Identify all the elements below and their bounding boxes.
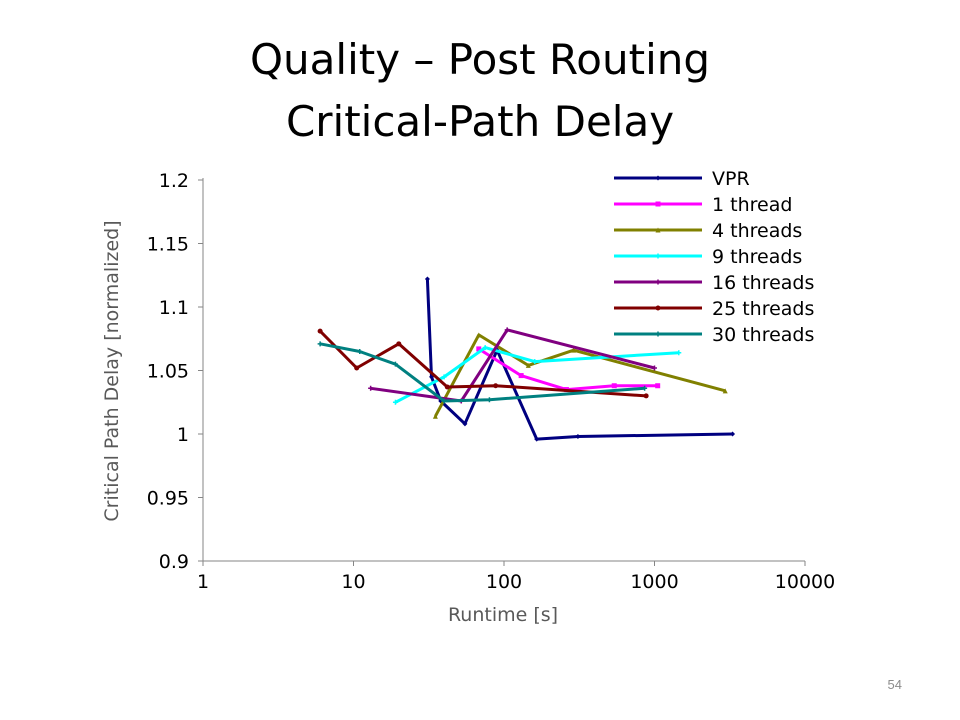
data-point-4-threads [432,413,438,419]
y-tick-label: 1.15 [147,234,189,256]
data-point-9-threads [676,350,682,356]
data-point-30-threads [357,348,363,354]
legend-label-16-threads: 16 threads [712,272,814,294]
legend-entry-16-threads: 16 threads [614,272,814,294]
data-point-16-threads [504,327,510,333]
data-point-30-threads [642,385,648,391]
series-25-threads [317,328,649,399]
slide-number: 54 [887,677,902,692]
data-point-30-threads [441,398,447,404]
data-point-25-threads [444,384,450,390]
x-tick-label: 10000 [775,571,835,593]
legend-marker-4-threads [655,227,661,233]
series-line-30-threads [319,342,645,403]
y-axis-label: Critical Path Delay [normalized] [101,220,123,521]
data-point-9-threads [532,359,538,365]
legend-entry-vpr: VPR [614,168,750,190]
legend-label-30-threads: 30 threads [712,324,814,346]
legend-marker-16-threads [655,279,661,285]
data-point-vpr [575,434,581,440]
data-point-vpr [424,276,430,282]
data-point-vpr [730,431,736,437]
series-9-threads [392,345,682,405]
y-tick-label: 0.95 [147,488,189,510]
data-point-vpr [534,436,540,442]
data-point-25-threads [493,383,499,389]
y-tick-label: 1.05 [147,361,189,383]
data-point-1-thread [476,346,482,352]
legend-marker-30-threads [655,331,661,337]
data-point-vpr [462,421,468,427]
x-axis-label: Runtime [s] [448,604,558,626]
data-point-4-threads [571,347,577,353]
legend-label-25-threads: 25 threads [712,298,814,320]
slide-title-line-2: Critical-Path Delay [285,97,675,146]
y-tick-label: 0.9 [159,551,189,573]
legend-label-vpr: VPR [712,168,750,190]
y-tick-label: 1 [177,424,189,446]
data-point-16-threads [652,365,657,371]
legend-label-4-threads: 4 threads [712,220,802,242]
legend-label-9-threads: 9 threads [712,246,802,268]
data-point-9-threads [441,374,447,380]
legend-entry-25-threads: 25 threads [614,298,814,320]
legend-entry-1-thread: 1 thread [614,194,792,216]
legend-entry-4-threads: 4 threads [614,220,802,242]
x-tick-label: 10 [341,571,365,593]
data-point-9-threads [392,399,398,405]
chart-axes: 0.9 0.95 1 1.05 1.1 1.15 1.2 1 10 100 1000 10000 [147,170,836,593]
slide-title-line-1: Quality – Post Routing [249,35,711,84]
data-point-16-threads [368,385,374,391]
data-point-4-threads [525,362,531,368]
data-point-30-threads [392,361,398,367]
legend-marker-9-threads [655,253,661,259]
data-point-1-thread [655,383,661,389]
data-point-25-threads [396,341,402,347]
data-point-25-threads [354,365,360,371]
legend-entry-9-threads: 9 threads [614,246,802,268]
chart-legend: VPR 1 thread 4 threads 9 threads 16 threads 2… [614,168,814,346]
y-tick-label: 1.1 [159,297,189,319]
chart-series [317,276,736,442]
series-30-threads [317,341,648,404]
data-point-4-threads [722,388,728,394]
data-point-30-threads [486,397,492,403]
legend-entry-30-threads: 30 threads [614,324,814,346]
data-point-30-threads [317,341,323,347]
data-point-1-thread [518,373,524,379]
x-tick-label: 100 [486,571,522,593]
data-point-25-threads [643,393,649,399]
data-point-1-thread [611,383,617,389]
x-tick-label: 1000 [630,571,678,593]
legend-marker-1-thread [655,201,661,207]
data-point-4-threads [476,332,482,338]
series-line-25-threads [319,330,647,398]
data-point-9-threads [482,345,488,351]
data-point-25-threads [317,328,323,334]
x-tick-label: 1 [197,571,209,593]
legend-marker-vpr [655,175,661,181]
y-tick-label: 1.2 [159,170,189,192]
series-line-16-threads [370,328,655,403]
legend-label-1-thread: 1 thread [712,194,792,216]
legend-marker-25-threads [655,305,661,311]
